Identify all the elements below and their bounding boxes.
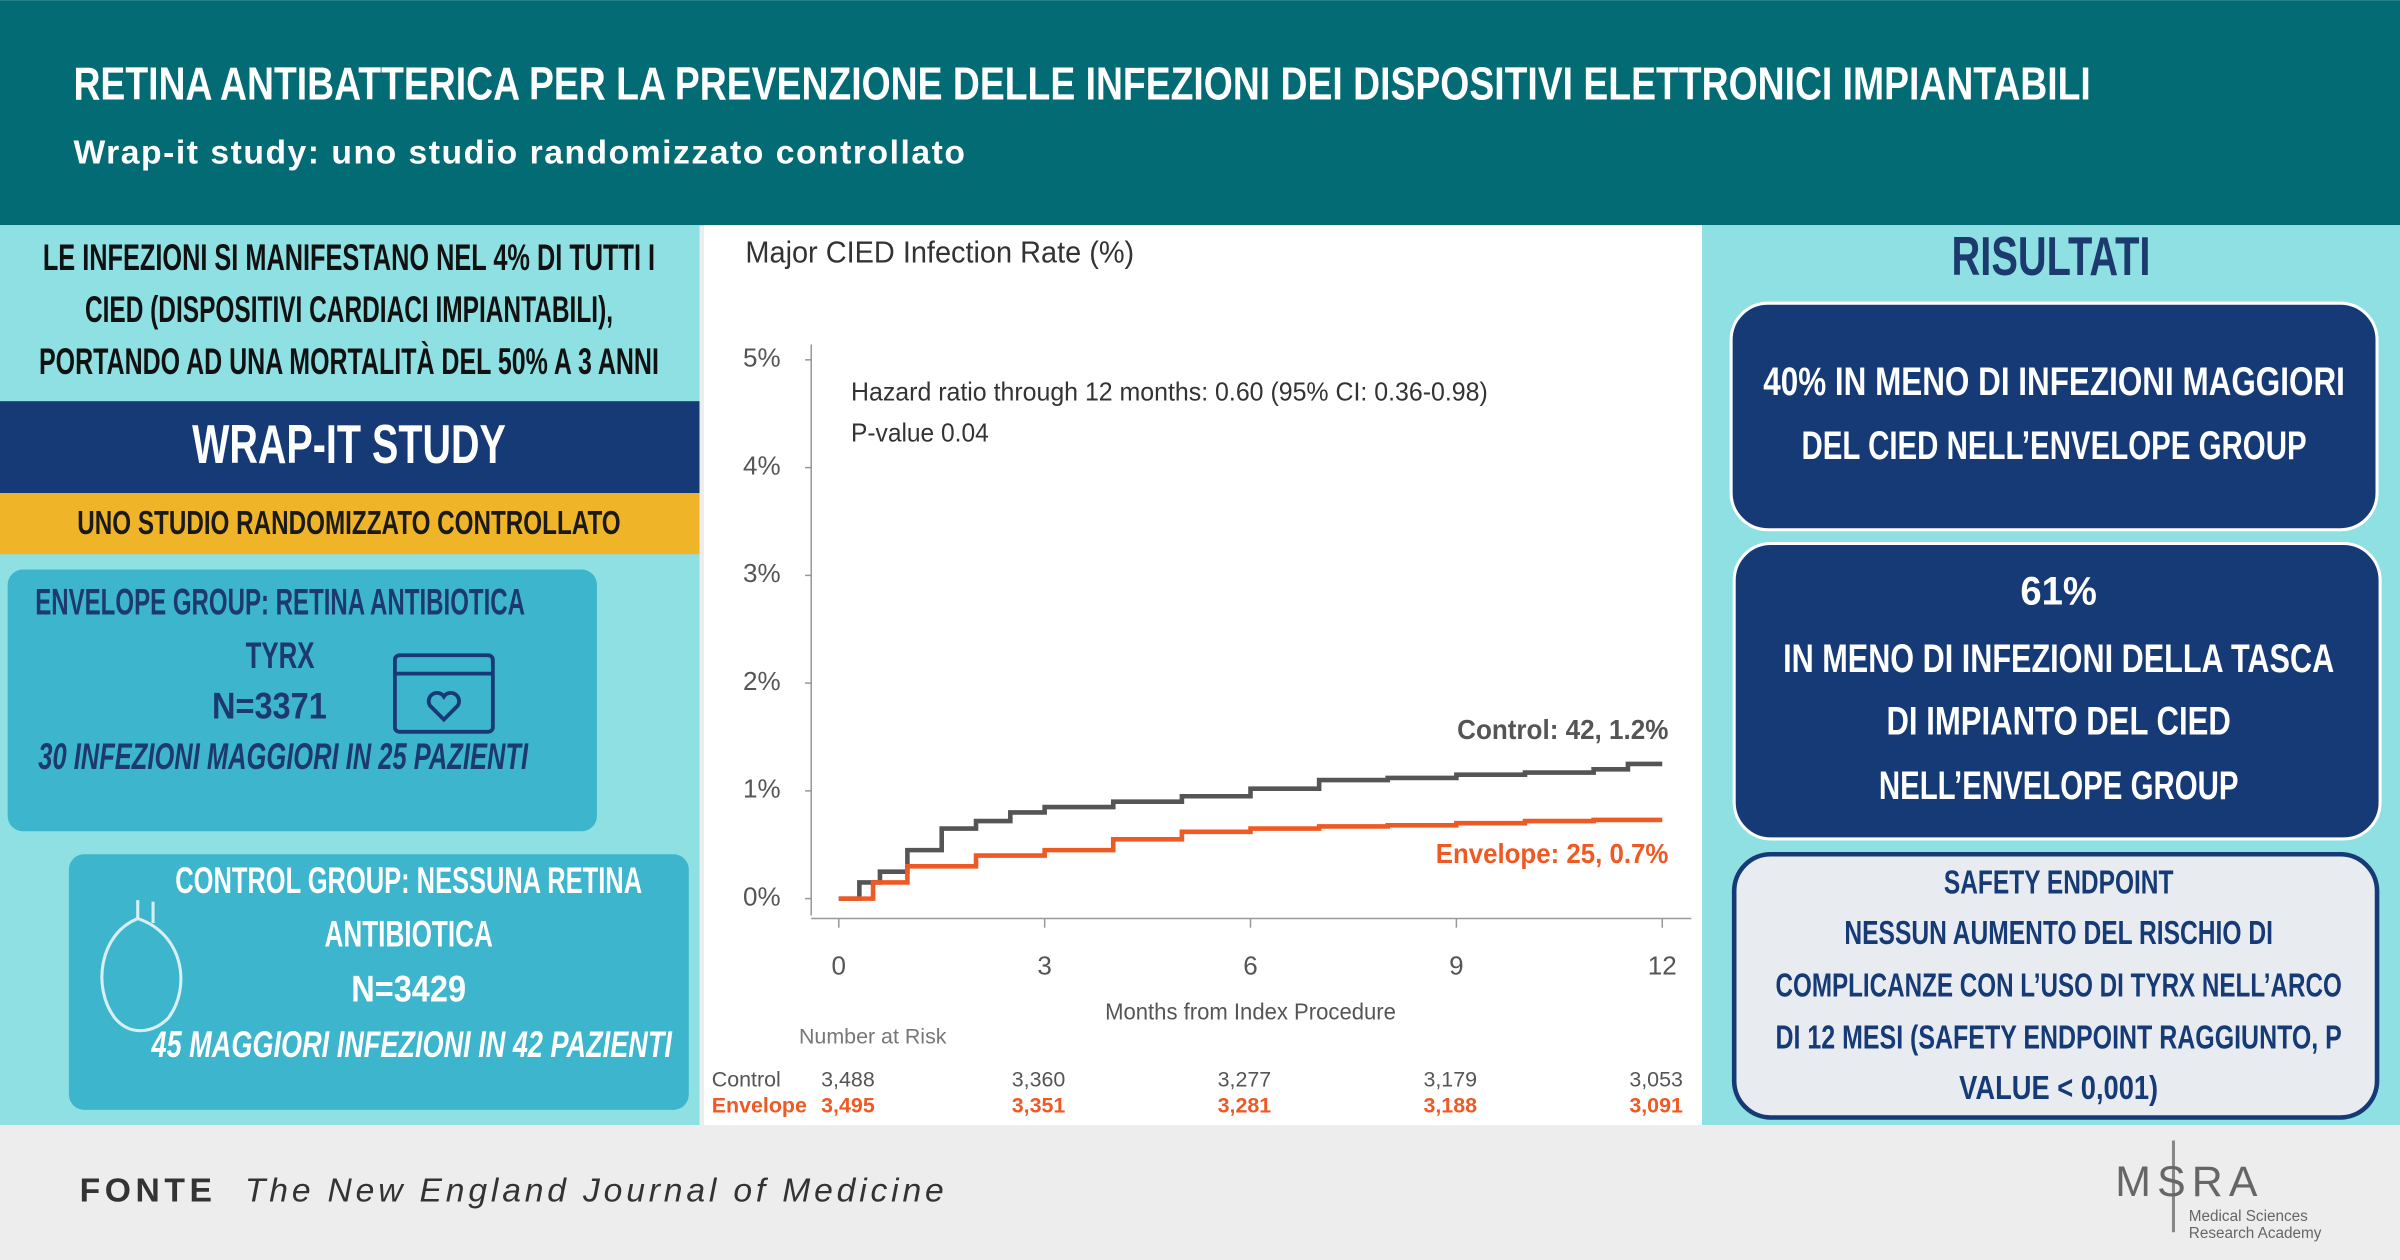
risk-value: 3,495	[821, 1093, 875, 1117]
y-tick-label: 2%	[743, 666, 781, 696]
result-box	[1732, 541, 2382, 841]
footer-band	[0, 1125, 2400, 1260]
risk-value: 3,360	[1012, 1067, 1066, 1091]
annotation: P-value 0.04	[851, 418, 989, 448]
annotation: Hazard ratio through 12 months: 0.60 (95…	[851, 376, 1488, 406]
risk-value: 3,351	[1012, 1093, 1066, 1117]
safety-line: DI 12 MESI (SAFETY ENDPOINT RAGGIUNTO, P	[1776, 1019, 2342, 1056]
result-line: DI IMPIANTO DEL CIED	[1886, 700, 2230, 744]
x-tick-label: 0	[832, 950, 846, 980]
result-box	[1729, 301, 2379, 532]
result-line: 61%	[2020, 570, 2097, 614]
results-title: RISULTATI	[1952, 225, 2151, 287]
header-band	[0, 0, 2400, 226]
x-tick-label: 6	[1243, 950, 1257, 980]
y-tick-label: 4%	[743, 450, 781, 480]
y-tick-label: 5%	[743, 343, 781, 373]
safety-line: COMPLICANZE CON L’USO DI TYRX NELL’ARCO	[1776, 967, 2342, 1004]
risk-value: 3,053	[1629, 1067, 1683, 1091]
y-tick-label: 3%	[743, 558, 781, 588]
result-line: DEL CIED NELL’ENVELOPE GROUP	[1802, 424, 2307, 468]
y-tick-label: 0%	[743, 881, 781, 911]
logo-sub: Medical Sciences	[2189, 1208, 2308, 1225]
y-tick-label: 1%	[743, 774, 781, 804]
title: RETINA ANTIBATTERICA PER LA PREVENZIONE …	[73, 58, 2090, 110]
source-label: FONTE	[80, 1172, 217, 1209]
risk-row-name: Envelope	[712, 1093, 807, 1117]
x-axis-label: Months from Index Procedure	[1105, 998, 1396, 1024]
control-line: ANTIBIOTICA	[324, 914, 492, 955]
risk-value: 3,281	[1218, 1093, 1272, 1117]
risk-value: 3,277	[1218, 1067, 1272, 1091]
end-label: Envelope: 25, 0.7%	[1436, 838, 1669, 869]
risk-value: 3,488	[821, 1067, 875, 1091]
heart-icon	[100, 900, 183, 1033]
envelope-line: ENVELOPE GROUP: RETINA ANTIBIOTICA	[35, 581, 525, 622]
envelope-line: 30 INFEZIONI MAGGIORI IN 25 PAZIENTI	[38, 736, 528, 777]
safety-line: SAFETY ENDPOINT	[1944, 865, 2174, 902]
risk-title: Number at Risk	[799, 1025, 947, 1049]
logo-name: MSRA	[2115, 1158, 2263, 1206]
study-band	[0, 401, 700, 494]
safety-line: NESSUN AUMENTO DEL RISCHIO DI	[1844, 915, 2273, 952]
x-tick-label: 9	[1449, 950, 1463, 980]
intro-line: LE INFEZIONI SI MANIFESTANO NEL 4% DI TU…	[43, 237, 655, 278]
control-line: 45 MAGGIORI INFEZIONI IN 42 PAZIENTI	[151, 1024, 673, 1065]
control-line: CONTROL GROUP: NESSUNA RETINA	[175, 860, 642, 901]
end-label: Control: 42, 1.2%	[1457, 714, 1668, 745]
control-line: N=3429	[351, 969, 466, 1010]
km-line	[838, 761, 1663, 901]
intro-line: CIED (DISPOSITIVI CARDIACI IMPIANTABILI)…	[85, 289, 613, 330]
envelope-line: TYRX	[246, 635, 315, 676]
envelope-box	[7, 569, 597, 832]
study-subtitle: UNO STUDIO RANDOMIZZATO CONTROLLATO	[77, 505, 620, 542]
result-line: 40% IN MENO DI INFEZIONI MAGGIORI	[1763, 360, 2345, 404]
intro-line: PORTANDO AD UNA MORTALITÀ DEL 50% A 3 AN…	[39, 341, 659, 382]
risk-value: 3,091	[1629, 1093, 1683, 1117]
x-tick-label: 12	[1648, 950, 1677, 980]
result-line: NELL’ENVELOPE GROUP	[1879, 764, 2239, 808]
subtitle: Wrap-it study: uno studio randomizzato c…	[73, 135, 966, 172]
chart-title: Major CIED Infection Rate (%)	[745, 235, 1134, 269]
tyrx-icon	[392, 653, 495, 734]
risk-value: 3,179	[1423, 1067, 1477, 1091]
safety-box	[1731, 851, 2380, 1120]
study-title: WRAP-IT STUDY	[192, 413, 506, 475]
x-tick-label: 3	[1037, 950, 1051, 980]
result-line: IN MENO DI INFEZIONI DELLA TASCA	[1783, 637, 2334, 681]
envelope-line: N=3371	[212, 686, 327, 727]
km-line	[838, 817, 1663, 901]
risk-row-name: Control	[712, 1067, 781, 1091]
risk-value: 3,188	[1423, 1093, 1477, 1117]
control-box	[68, 854, 689, 1110]
safety-line: VALUE < 0,001)	[1959, 1070, 2158, 1107]
subtitle-band	[0, 493, 700, 555]
chart-panel	[704, 225, 1703, 1126]
source: The New England Journal of Medicine	[245, 1172, 948, 1209]
logo-sub: Research Academy	[2189, 1225, 2322, 1242]
